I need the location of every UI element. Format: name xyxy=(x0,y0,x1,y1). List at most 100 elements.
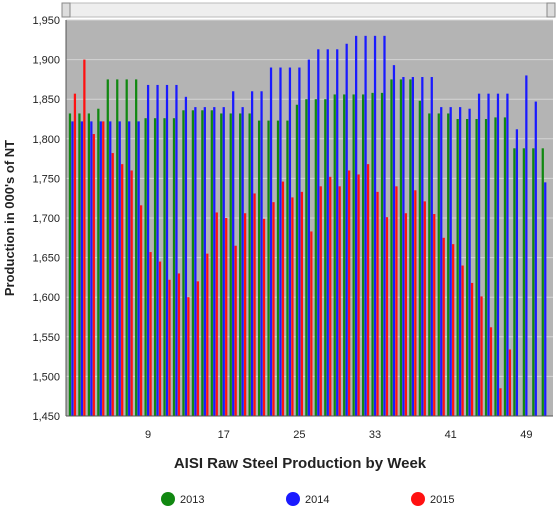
legend-marker xyxy=(411,492,425,506)
bar xyxy=(326,49,329,416)
bar xyxy=(487,93,490,416)
bar xyxy=(250,91,254,416)
bar xyxy=(506,93,509,416)
bar xyxy=(317,49,320,416)
bar xyxy=(158,261,162,416)
bar xyxy=(78,113,81,417)
bar xyxy=(121,164,124,416)
bar xyxy=(220,113,223,417)
bar xyxy=(281,181,285,416)
bar xyxy=(376,191,379,416)
bar xyxy=(371,92,374,416)
bar xyxy=(163,118,166,416)
bar xyxy=(201,110,204,417)
bar xyxy=(130,170,133,416)
bar xyxy=(300,191,303,416)
bar xyxy=(470,282,474,416)
bar xyxy=(137,121,140,416)
bar xyxy=(513,148,516,416)
bar xyxy=(333,94,336,416)
x-tick-label: 49 xyxy=(520,429,532,441)
bar xyxy=(447,113,450,417)
bar xyxy=(288,67,292,417)
bar xyxy=(364,35,367,417)
bar xyxy=(109,121,112,416)
bar xyxy=(291,197,294,416)
y-tick-label: 1,900 xyxy=(32,55,60,67)
bar xyxy=(336,49,339,416)
bar xyxy=(345,43,348,416)
bar xyxy=(99,121,102,416)
bar xyxy=(477,93,481,416)
legend-label: 2013 xyxy=(180,494,204,506)
bar xyxy=(449,107,452,417)
bar xyxy=(380,92,384,416)
y-tick-label: 1,500 xyxy=(32,371,60,383)
bar xyxy=(515,129,519,416)
bar xyxy=(534,101,537,417)
x-tick-label: 9 xyxy=(145,429,151,441)
y-tick-label: 1,850 xyxy=(32,94,60,106)
y-tick-label: 1,750 xyxy=(32,173,60,185)
bar xyxy=(541,148,544,416)
bar xyxy=(525,75,528,416)
bar xyxy=(168,279,171,416)
bar xyxy=(144,118,147,416)
bar xyxy=(267,120,270,417)
bar xyxy=(203,107,206,417)
bar xyxy=(125,79,128,417)
bar xyxy=(373,35,377,417)
scrollbar[interactable] xyxy=(61,2,556,18)
bar xyxy=(437,113,440,417)
bar xyxy=(366,164,370,416)
bar xyxy=(260,91,263,416)
bar xyxy=(135,79,138,417)
legend-label: 2015 xyxy=(430,494,454,506)
bar xyxy=(503,117,507,416)
bar xyxy=(404,213,408,416)
bar xyxy=(232,91,235,416)
bar xyxy=(92,134,95,416)
bar xyxy=(248,113,251,417)
bar xyxy=(348,170,351,416)
bar xyxy=(329,176,332,416)
bar xyxy=(269,67,273,417)
bar xyxy=(83,59,86,416)
bar xyxy=(187,297,190,416)
bar xyxy=(361,94,365,416)
bar xyxy=(440,107,443,417)
bar xyxy=(156,84,159,416)
y-tick-label: 1,600 xyxy=(32,292,60,304)
bar xyxy=(423,201,426,416)
scroll-handle-right[interactable] xyxy=(546,2,556,18)
bar xyxy=(172,118,176,416)
bar xyxy=(433,214,436,416)
bar xyxy=(165,84,169,416)
bar xyxy=(244,213,247,416)
legend-marker xyxy=(286,492,300,506)
bar xyxy=(418,100,421,416)
y-tick-label: 1,950 xyxy=(32,15,60,27)
bar xyxy=(234,245,237,416)
bar xyxy=(414,190,417,416)
bar xyxy=(116,79,119,417)
bar xyxy=(428,113,431,417)
bar xyxy=(338,186,341,416)
bar xyxy=(314,99,317,416)
bar xyxy=(111,153,114,416)
bar xyxy=(80,121,84,416)
bar xyxy=(295,104,299,416)
bar xyxy=(279,67,282,417)
scroll-handle-left[interactable] xyxy=(61,2,71,18)
bar xyxy=(241,107,244,417)
bar xyxy=(68,113,72,417)
bar xyxy=(310,231,313,416)
bar xyxy=(225,218,228,416)
bar xyxy=(215,212,218,416)
bar xyxy=(430,77,433,417)
bar xyxy=(399,79,403,417)
bar xyxy=(522,148,525,416)
bar xyxy=(253,193,256,416)
